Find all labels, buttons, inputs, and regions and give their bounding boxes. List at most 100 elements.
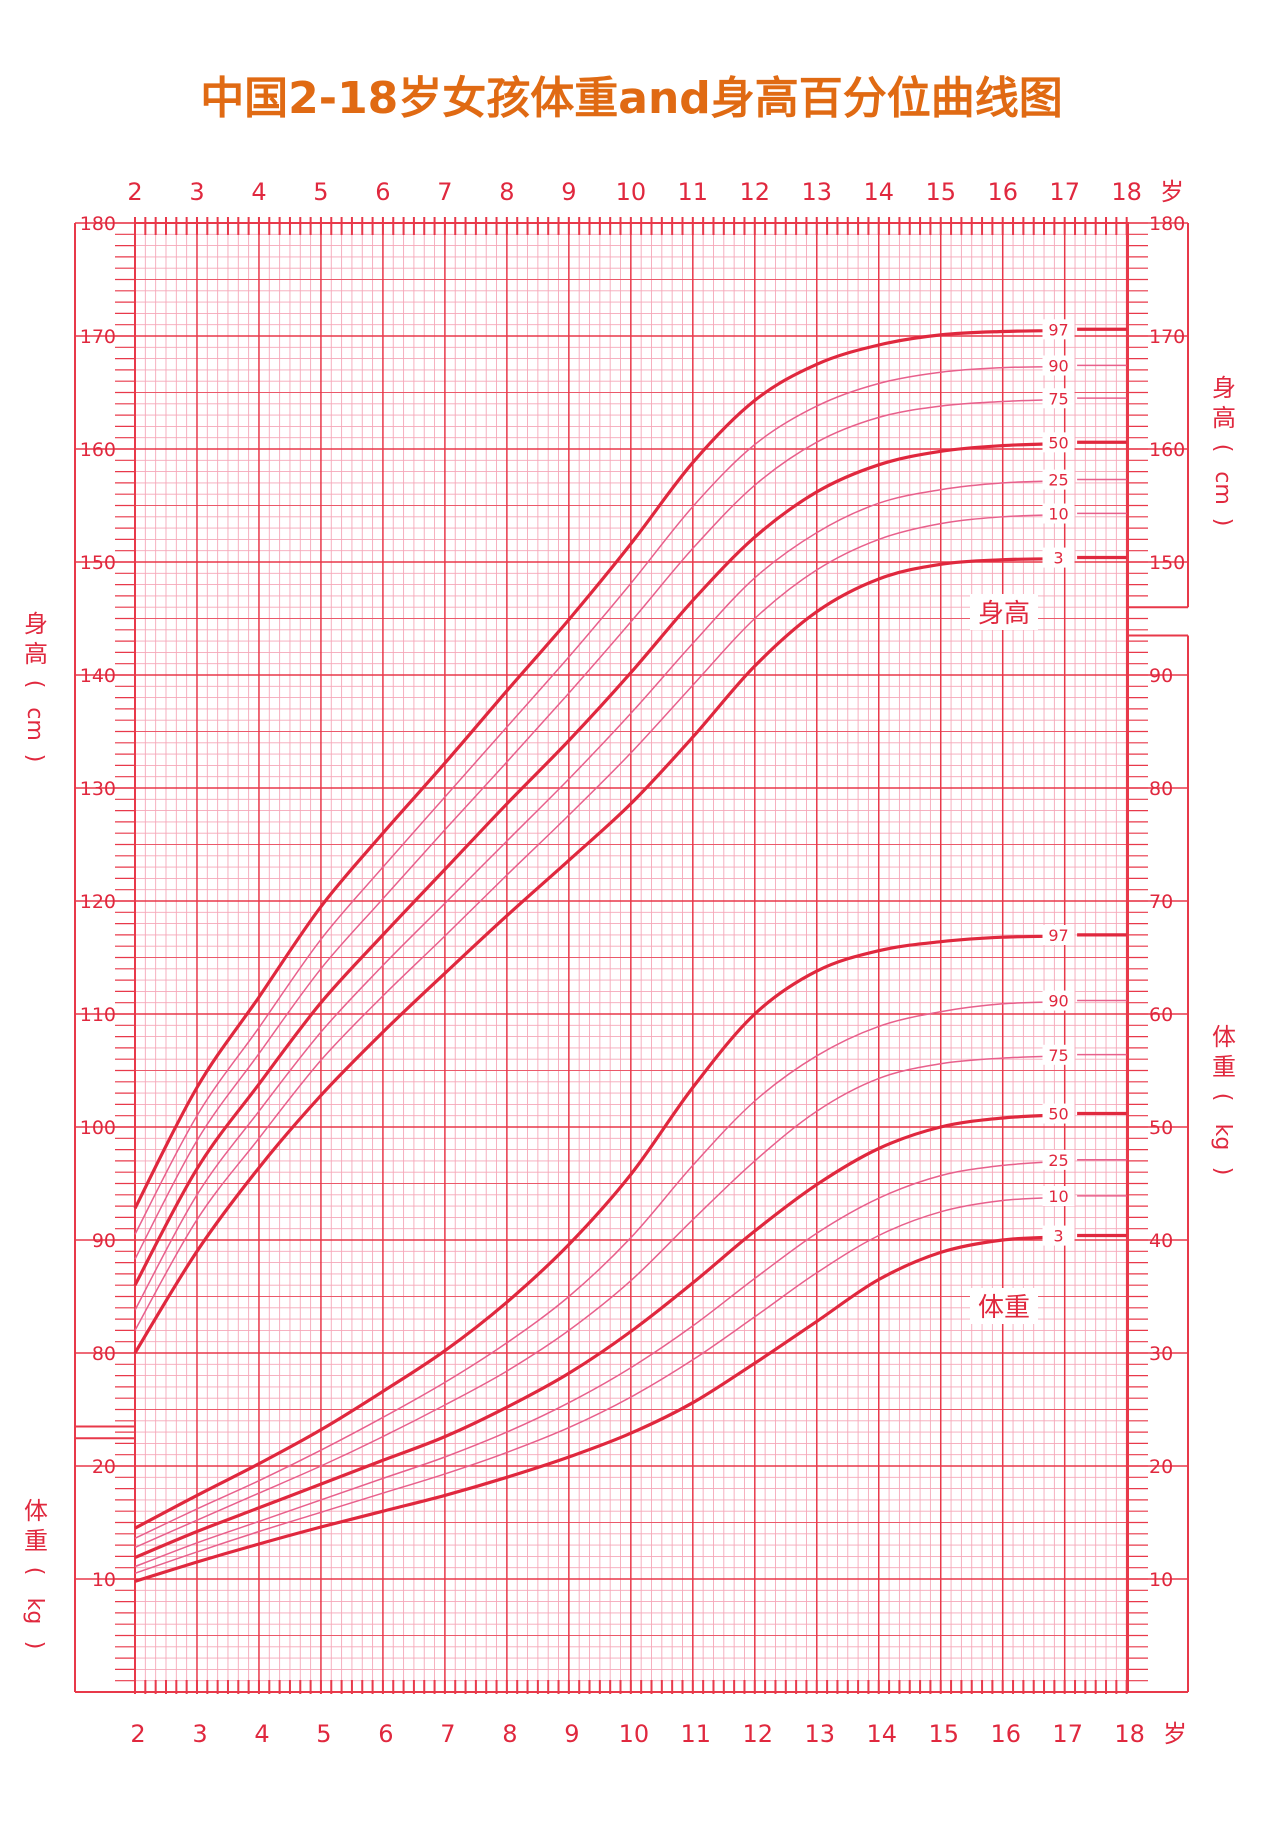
height-curve-p97 bbox=[133, 328, 1068, 1210]
weight-section-label-bg bbox=[970, 1288, 1038, 1324]
height-tick-left: 90 bbox=[92, 1230, 116, 1252]
height-tick-left: 110 bbox=[80, 1004, 116, 1026]
x-tick-bottom: 11 bbox=[681, 1720, 712, 1748]
x-tick-bottom: 10 bbox=[619, 1720, 650, 1748]
chart-frame bbox=[74, 217, 1189, 1694]
height-axis-title-right: cm bbox=[1210, 471, 1235, 505]
x-tick-bottom: 3 bbox=[192, 1720, 207, 1748]
weight-axis-title-left: kg bbox=[22, 1598, 47, 1625]
weight-tick-right: 10 bbox=[1149, 1569, 1173, 1591]
weight-label-bg bbox=[1042, 990, 1075, 1011]
x-tick-top: 7 bbox=[437, 178, 452, 206]
percentile-curves bbox=[133, 319, 1127, 1583]
height-curve-p75 bbox=[134, 397, 1067, 1260]
weight-label-bg bbox=[1042, 1149, 1075, 1170]
height-tick-left: 120 bbox=[80, 891, 116, 913]
weight-tick-left: 10 bbox=[92, 1569, 116, 1591]
x-tick-top: 4 bbox=[251, 178, 266, 206]
height-tick-left: 160 bbox=[80, 439, 116, 461]
weight-curve-p75 bbox=[134, 1054, 1067, 1549]
height-label-bg bbox=[1042, 547, 1075, 568]
height-axis-title-right: 高 bbox=[1212, 404, 1236, 432]
x-unit-top: 岁 bbox=[1160, 178, 1184, 206]
x-tick-bottom: 9 bbox=[564, 1720, 579, 1748]
weight-axis-title-left: 重 bbox=[24, 1527, 48, 1555]
x-tick-top: 11 bbox=[678, 178, 709, 206]
weight-percentile-label: 75 bbox=[1048, 1046, 1068, 1065]
x-tick-bottom: 4 bbox=[254, 1720, 269, 1748]
height-tick-left: 100 bbox=[80, 1117, 116, 1139]
height-percentile-label: 25 bbox=[1048, 471, 1068, 490]
x-tick-bottom: 14 bbox=[866, 1720, 897, 1748]
weight-percentile-label: 25 bbox=[1048, 1151, 1068, 1170]
height-tick-right: 180 bbox=[1149, 213, 1185, 235]
height-section-label-bg bbox=[970, 594, 1038, 630]
height-percentile-label: 10 bbox=[1048, 505, 1068, 524]
weight-section-label: 体重 bbox=[978, 1293, 1030, 1323]
weight-percentile-label: 50 bbox=[1048, 1105, 1068, 1124]
weight-label-bg bbox=[1042, 925, 1075, 946]
height-tick-left: 150 bbox=[80, 552, 116, 574]
x-tick-bottom: 13 bbox=[805, 1720, 836, 1748]
weight-curve-p50 bbox=[134, 1112, 1068, 1559]
height-tick-right: 170 bbox=[1149, 326, 1185, 348]
height-axis-title-left: 高 bbox=[24, 640, 48, 668]
weight-axis-title-right: ( bbox=[1210, 1093, 1235, 1102]
weight-tick-left: 20 bbox=[92, 1456, 116, 1478]
height-label-bg bbox=[1042, 388, 1075, 409]
height-curve-p25 bbox=[134, 479, 1067, 1311]
x-tick-bottom: 17 bbox=[1052, 1720, 1083, 1748]
height-axis-title-right: ( bbox=[1210, 444, 1235, 453]
height-percentile-label: 90 bbox=[1048, 356, 1068, 375]
x-tick-top: 13 bbox=[802, 178, 833, 206]
x-tick-top: 8 bbox=[499, 178, 514, 206]
x-tick-top: 18 bbox=[1111, 178, 1142, 206]
height-label-bg bbox=[1042, 503, 1075, 524]
x-tick-bottom: 5 bbox=[316, 1720, 331, 1748]
weight-axis-title-left: ( bbox=[22, 1567, 47, 1576]
height-percentile-label: 97 bbox=[1048, 320, 1068, 339]
x-tick-bottom: 18 bbox=[1114, 1720, 1145, 1748]
weight-tick-right: 60 bbox=[1149, 1004, 1173, 1026]
height-axis-title-left: ( bbox=[22, 680, 47, 689]
weight-label-bg bbox=[1042, 1103, 1075, 1124]
x-tick-top: 3 bbox=[189, 178, 204, 206]
height-curve-p3 bbox=[133, 556, 1068, 1354]
axis-labels: 97 90 75 50 25 10 3 97 90 75 50 25 10 3 2 2 3 3 4 4 5 5 6 6 7 7 8 8… bbox=[22, 178, 1236, 1748]
height-curve-p90 bbox=[134, 364, 1067, 1235]
x-tick-top: 6 bbox=[375, 178, 390, 206]
height-label-bg bbox=[1042, 355, 1075, 376]
x-tick-bottom: 2 bbox=[130, 1720, 145, 1748]
weight-percentile-label: 3 bbox=[1053, 1227, 1063, 1246]
height-tick-left: 140 bbox=[80, 665, 116, 687]
weight-tick-right: 50 bbox=[1149, 1117, 1173, 1139]
x-tick-bottom: 12 bbox=[743, 1720, 774, 1748]
weight-curve-p3 bbox=[134, 1234, 1068, 1583]
height-label-bg bbox=[1042, 432, 1075, 453]
x-tick-bottom: 7 bbox=[440, 1720, 455, 1748]
weight-tick-right: 40 bbox=[1149, 1230, 1173, 1252]
weight-percentile-label: 10 bbox=[1048, 1187, 1068, 1206]
x-tick-top: 15 bbox=[925, 178, 956, 206]
height-tick-left: 180 bbox=[80, 213, 116, 235]
weight-axis-title-right: 重 bbox=[1212, 1053, 1236, 1081]
x-tick-top: 17 bbox=[1049, 178, 1080, 206]
x-unit-bottom: 岁 bbox=[1163, 1720, 1187, 1748]
weight-percentile-label: 97 bbox=[1048, 926, 1068, 945]
weight-label-bg bbox=[1042, 1225, 1075, 1246]
weight-axis-title-right: 体 bbox=[1212, 1023, 1236, 1051]
x-tick-bottom: 6 bbox=[378, 1720, 393, 1748]
weight-curve-p97 bbox=[134, 933, 1068, 1530]
x-tick-top: 16 bbox=[987, 178, 1018, 206]
weight-axis-title-right: ) bbox=[1210, 1167, 1235, 1176]
weight-curve-p10 bbox=[134, 1195, 1067, 1575]
weight-curve-p25 bbox=[134, 1159, 1067, 1568]
weight-tick-right: 80 bbox=[1149, 778, 1173, 800]
chart-title: 中国2-18岁女孩体重and身高百分位曲线图 bbox=[200, 73, 1063, 124]
height-percentile-label: 75 bbox=[1048, 389, 1068, 408]
weight-axis-title-left: 体 bbox=[24, 1497, 48, 1525]
height-percentile-label: 50 bbox=[1048, 433, 1068, 452]
x-tick-top: 5 bbox=[313, 178, 328, 206]
height-curve-p10 bbox=[134, 512, 1067, 1331]
